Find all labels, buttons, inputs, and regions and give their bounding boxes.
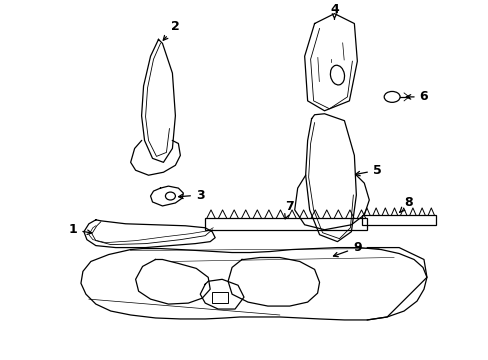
Text: 4: 4 xyxy=(329,3,338,19)
Text: 3: 3 xyxy=(178,189,204,202)
Text: 8: 8 xyxy=(399,197,412,212)
Bar xyxy=(205,218,366,230)
Text: 1: 1 xyxy=(68,223,92,236)
Bar xyxy=(362,215,435,225)
Text: 6: 6 xyxy=(406,90,427,103)
Text: 7: 7 xyxy=(284,201,293,219)
Bar xyxy=(212,292,227,303)
Text: 5: 5 xyxy=(355,164,381,177)
Text: 2: 2 xyxy=(163,20,180,40)
Text: 9: 9 xyxy=(333,241,361,257)
